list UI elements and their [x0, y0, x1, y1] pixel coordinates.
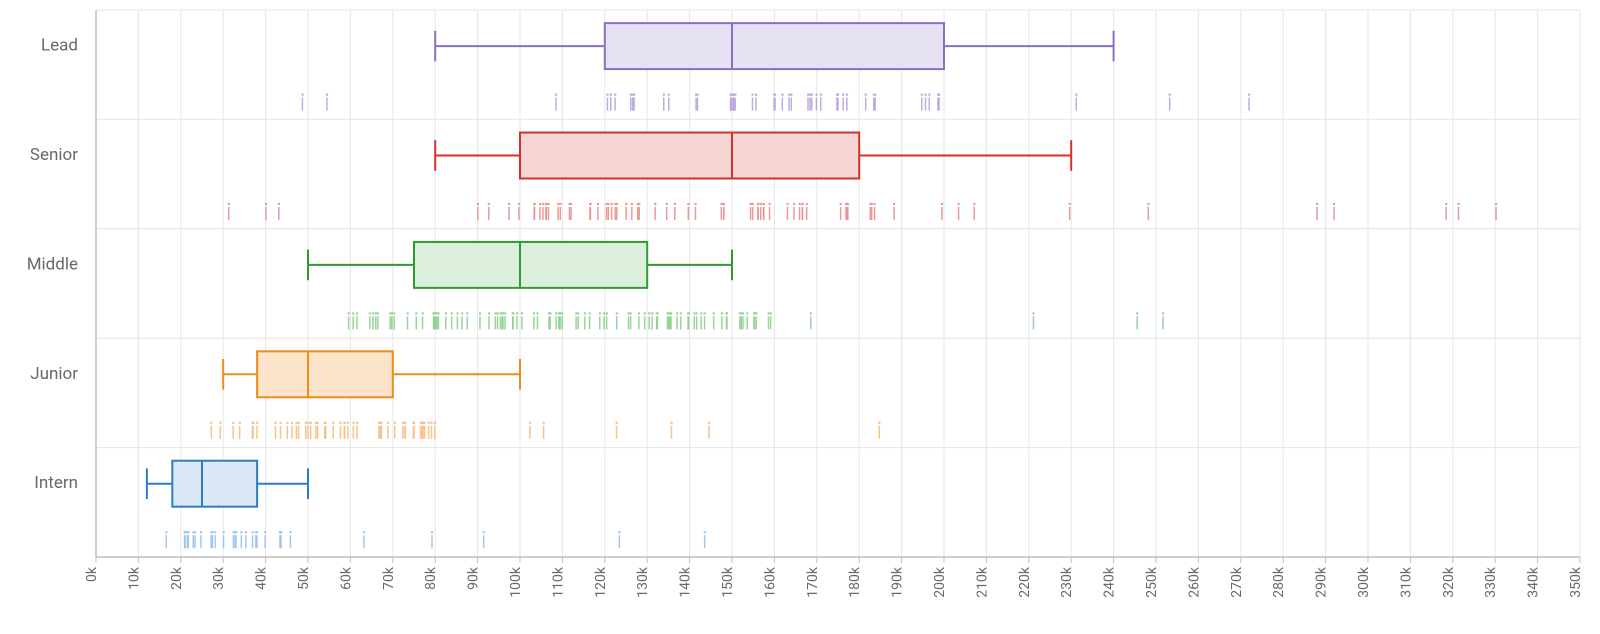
x-tick-label: 340k [1526, 566, 1542, 598]
x-tick-label: 10k [126, 566, 142, 590]
y-tick-label: Middle [27, 254, 78, 274]
x-tick-label: 200k [932, 566, 948, 598]
x-tick-label: 210k [974, 566, 990, 598]
boxplot-chart: 0k 10k 20k 30k 40k 50k 60k 70k 80k 90k 100k 110k 120… [0, 0, 1600, 634]
x-tick-label: 180k [847, 566, 863, 598]
x-tick-label: 60k [338, 566, 354, 590]
y-tick-label: Junior [30, 364, 78, 384]
x-tick-label: 300k [1356, 566, 1372, 598]
x-tick-label: 320k [1441, 566, 1457, 598]
x-tick-label: 190k [890, 566, 906, 598]
x-tick-label: 280k [1271, 566, 1287, 598]
x-tick-label: 70k [381, 566, 397, 590]
x-tick-label: 0k [84, 566, 100, 582]
x-tick-label: 230k [1059, 566, 1075, 598]
x-tick-label: 170k [805, 566, 821, 598]
x-tick-label: 150k [720, 566, 736, 598]
x-tick-label: 240k [1102, 566, 1118, 598]
x-tick-label: 310k [1398, 566, 1414, 598]
x-tick-label: 90k [466, 566, 482, 590]
x-tick-label: 220k [1017, 566, 1033, 598]
x-tick-label: 260k [1186, 566, 1202, 598]
x-tick-label: 80k [423, 566, 439, 590]
x-tick-label: 130k [635, 566, 651, 598]
x-tick-label: 110k [550, 566, 566, 598]
x-tick-label: 330k [1483, 566, 1499, 598]
y-tick-label: Senior [30, 145, 78, 165]
x-tick-label: 290k [1314, 566, 1330, 598]
x-tick-label: 20k [169, 566, 185, 590]
x-tick-label: 350k [1568, 566, 1584, 598]
plot-background [0, 0, 1600, 634]
x-tick-label: 270k [1229, 566, 1245, 598]
x-tick-label: 140k [678, 566, 694, 598]
x-tick-label: 120k [593, 566, 609, 598]
x-tick-label: 40k [254, 566, 270, 590]
y-tick-label: Lead [41, 36, 78, 56]
y-tick-label: Intern [34, 473, 78, 493]
x-tick-label: 250k [1144, 566, 1160, 598]
x-tick-label: 100k [508, 566, 524, 598]
x-tick-label: 160k [762, 566, 778, 598]
x-tick-label: 30k [211, 566, 227, 590]
x-tick-label: 50k [296, 566, 312, 590]
